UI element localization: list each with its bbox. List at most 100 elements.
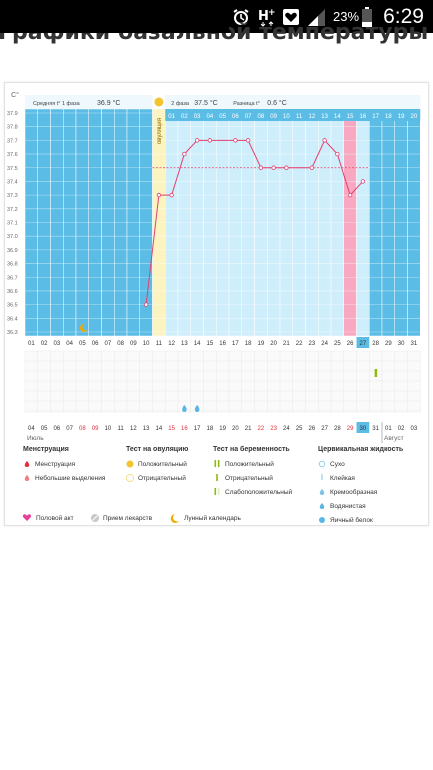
menstruation-drop-icon — [24, 461, 30, 467]
y-tick-label: 36.8 — [7, 262, 18, 268]
y-tick-label: 36.4 — [7, 316, 18, 322]
temperature-point[interactable] — [309, 165, 315, 170]
phase1-label: Средняя t° 1 фаза — [33, 101, 81, 107]
cycle-day-label: 19 — [258, 341, 265, 347]
cycle-day-label: 27 — [360, 341, 367, 347]
watery-icon — [319, 503, 325, 509]
temperature-point[interactable] — [258, 165, 264, 170]
diff-label: Разница t° — [233, 101, 260, 107]
y-tick-label: 37.4 — [7, 179, 18, 185]
y-tick-label: 37.9 — [7, 111, 18, 117]
legend-item-label: Яичный белок — [330, 516, 373, 524]
cycle-day-header: 02 — [181, 114, 188, 120]
date-label: 15 — [168, 426, 175, 432]
date-label: 18 — [207, 426, 214, 432]
cycle-day-header: 15 — [347, 114, 354, 120]
date-label: 12 — [130, 426, 137, 432]
cycle-day-header: 18 — [385, 114, 392, 120]
ovulation-label: овуляция — [157, 118, 163, 144]
temperature-point[interactable] — [271, 165, 276, 170]
date-label: 26 — [309, 426, 316, 432]
cycle-day-label: 08 — [117, 341, 124, 347]
date-label: 14 — [156, 426, 163, 432]
cycle-day-label: 20 — [270, 341, 277, 347]
cycle-day-label: 16 — [219, 341, 226, 347]
dry-icon — [318, 460, 326, 468]
temperature-point[interactable] — [322, 138, 327, 143]
bbt-chart-card: Средняя t° 1 фаза 36.9 °C 2 фаза 37.5 °C Раз… — [4, 82, 429, 526]
legend-item-label: Менструация — [35, 461, 76, 468]
sticky-icon: I — [321, 473, 323, 482]
legend-footer-label: Половой акт — [36, 514, 74, 522]
battery-icon — [361, 0, 373, 33]
pregnancy-test-marker — [374, 369, 378, 377]
cycle-day-label: 07 — [105, 341, 112, 347]
cycle-day-header: 05 — [219, 114, 226, 120]
legend-group-title: Тест на овуляцию — [126, 446, 188, 453]
temperature-point[interactable] — [335, 151, 340, 157]
y-tick-label: 37.2 — [7, 207, 18, 213]
temperature-point[interactable] — [207, 138, 213, 143]
date-label: 16 — [181, 426, 188, 432]
cycle-day-header: 11 — [296, 114, 303, 120]
y-tick-label: 36.3 — [7, 330, 18, 336]
intercourse-heart-icon — [22, 514, 32, 521]
temperature-point[interactable] — [245, 138, 251, 143]
temperature-point[interactable] — [194, 138, 200, 143]
temperature-point[interactable] — [284, 165, 289, 170]
temperature-point[interactable] — [169, 192, 174, 198]
cycle-day-header: 04 — [207, 114, 214, 120]
cycle-day-label: 15 — [207, 341, 214, 347]
date-label: 28 — [334, 426, 341, 432]
y-tick-label: 36.7 — [7, 275, 18, 281]
cycle-day-header: 10 — [283, 114, 290, 120]
y-tick-label: 37.8 — [7, 125, 18, 131]
temperature-point[interactable] — [347, 192, 353, 198]
cycle-day-label: 11 — [156, 341, 163, 347]
legend-item-label: Клейкая — [330, 474, 355, 482]
date-label: 06 — [54, 426, 61, 432]
cycle-day-label: 18 — [245, 341, 252, 347]
legend-group-title: Цервикальная жидкость — [318, 446, 404, 453]
heart-icon — [282, 0, 300, 33]
month-label-july: Июль — [27, 435, 44, 442]
y-axis-label: C° — [11, 91, 19, 99]
temperature-point[interactable] — [233, 138, 238, 143]
hplus-network-icon: H + — [257, 0, 279, 33]
cycle-day-label: 04 — [66, 341, 73, 347]
phase1-header-band — [25, 95, 153, 109]
y-tick-label: 36.6 — [7, 289, 18, 295]
temperature-point[interactable] — [360, 179, 366, 184]
spotting-drop-icon — [24, 475, 30, 481]
cycle-day-header: 16 — [360, 114, 367, 120]
highlighted-day-cell — [356, 337, 370, 348]
cycle-day-header: 19 — [398, 114, 405, 120]
y-tick-label: 37.5 — [7, 166, 18, 172]
cycle-day-label: 01 — [28, 341, 35, 347]
temperature-point[interactable] — [182, 151, 187, 157]
temperature-point[interactable] — [156, 192, 162, 198]
date-label: 02 — [398, 426, 405, 432]
date-label: 29 — [347, 426, 354, 432]
egg-white-icon — [319, 517, 325, 523]
cycle-day-label: 10 — [143, 341, 150, 347]
status-bar-bg — [0, 0, 229, 33]
bbt-chart[interactable]: Средняя t° 1 фаза 36.9 °C 2 фаза 37.5 °C Раз… — [5, 83, 428, 525]
events-grid — [25, 351, 421, 413]
egg-white-drop-icon — [194, 405, 200, 412]
temperature-point[interactable] — [143, 302, 149, 307]
phase2-header-band — [165, 95, 421, 109]
pregnancy-negative-icon — [216, 474, 218, 481]
y-tick-label: 37.6 — [7, 152, 18, 158]
date-label: 08 — [79, 426, 86, 432]
legend-footer-label: Прием лекарств — [103, 515, 153, 522]
legend-group-title: Тест на беременность — [213, 445, 290, 453]
month-label-august: Август — [384, 435, 404, 442]
legend-item-label: Слабоположительный — [225, 488, 293, 496]
sun-icon — [154, 97, 164, 107]
cycle-day-label: 22 — [296, 341, 303, 347]
y-tick-label: 37.1 — [7, 221, 18, 227]
cycle-day-header: 08 — [258, 114, 265, 120]
date-label: 07 — [66, 426, 73, 432]
date-label: 31 — [372, 426, 379, 432]
